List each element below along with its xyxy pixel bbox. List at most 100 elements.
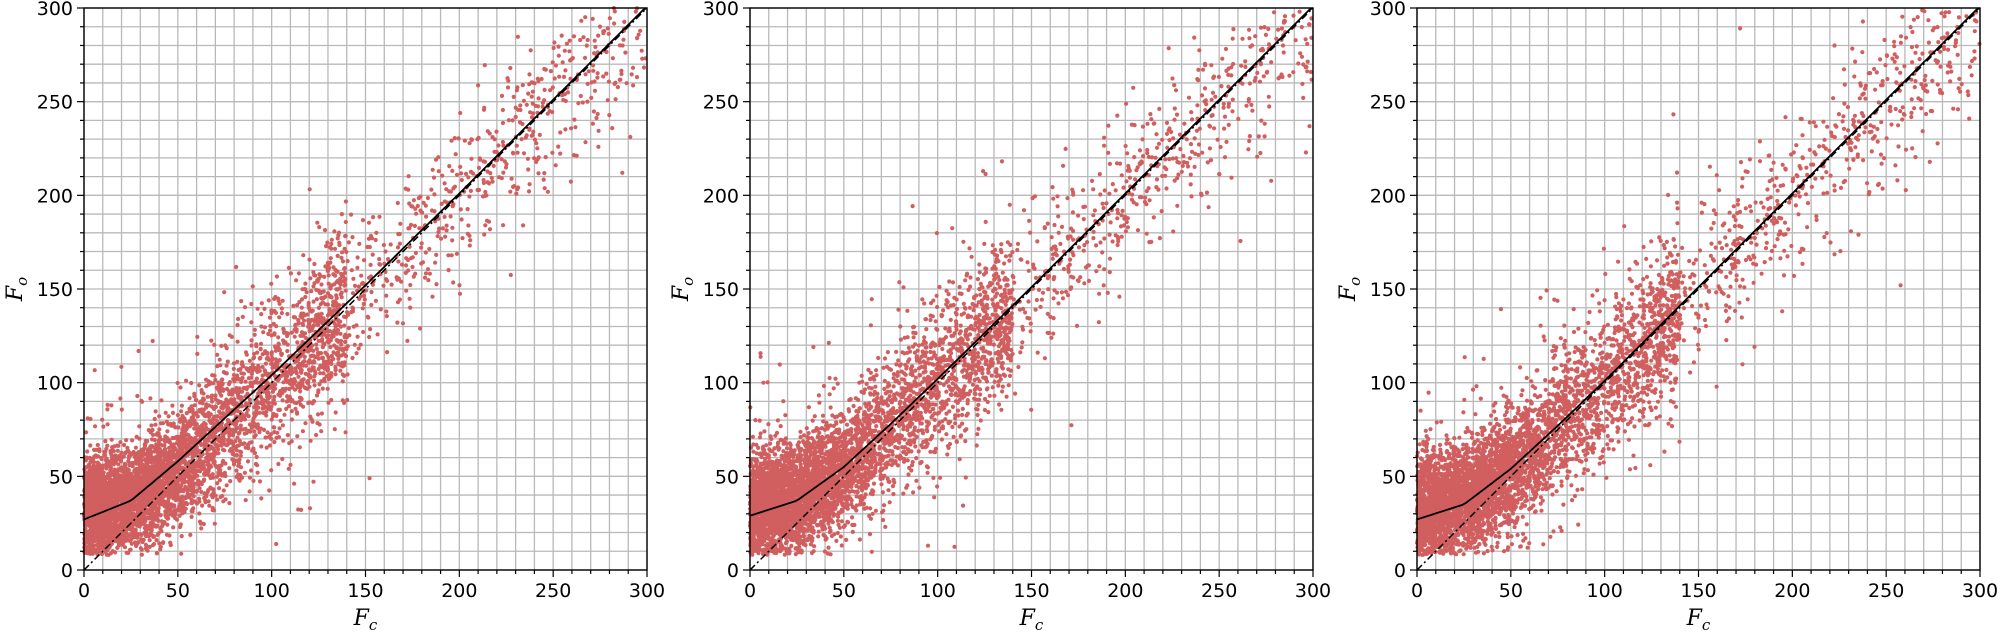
data-point	[361, 329, 366, 335]
data-point	[511, 94, 516, 99]
data-point	[457, 283, 462, 288]
data-point	[567, 38, 572, 43]
data-point	[333, 410, 338, 415]
data-point	[175, 413, 180, 418]
data-point	[204, 402, 209, 407]
data-point	[332, 282, 337, 287]
data-point	[162, 504, 167, 509]
data-point	[619, 68, 624, 73]
data-point	[527, 127, 532, 132]
data-point	[432, 192, 437, 197]
data-point	[343, 332, 348, 337]
data-point	[312, 273, 317, 278]
data-point	[277, 315, 282, 320]
data-point	[368, 327, 373, 332]
data-point	[135, 535, 140, 540]
data-point	[569, 57, 574, 62]
data-point	[527, 72, 532, 77]
data-point	[381, 242, 386, 248]
data-point	[166, 422, 171, 427]
data-point	[236, 316, 241, 322]
data-point	[429, 187, 434, 192]
data-point	[249, 301, 254, 307]
data-point	[215, 352, 220, 357]
data-point	[217, 439, 222, 444]
data-point	[427, 271, 432, 276]
data-point	[247, 489, 252, 494]
data-point	[434, 252, 439, 257]
data-point	[303, 287, 308, 292]
data-point	[319, 282, 324, 287]
data-point	[446, 268, 451, 273]
data-point	[408, 222, 414, 227]
data-point	[452, 184, 457, 189]
data-point	[310, 365, 315, 370]
data-point	[190, 507, 195, 512]
data-point	[150, 517, 155, 522]
data-point	[276, 296, 281, 301]
data-point	[601, 31, 606, 36]
data-point	[163, 410, 168, 415]
data-point	[327, 375, 332, 381]
data-point	[350, 309, 355, 314]
data-point	[553, 63, 559, 68]
data-point	[258, 355, 263, 360]
data-point	[289, 417, 295, 422]
data-point	[244, 386, 249, 392]
data-point	[462, 138, 467, 143]
data-point	[137, 481, 142, 486]
data-point	[450, 238, 455, 243]
data-point	[443, 234, 448, 239]
data-point	[352, 283, 358, 288]
data-point	[159, 502, 164, 507]
data-point	[406, 174, 411, 179]
data-point	[210, 472, 215, 477]
data-point	[342, 283, 347, 288]
data-point	[158, 547, 163, 552]
data-point	[135, 393, 140, 399]
data-point	[239, 299, 244, 304]
data-point	[299, 368, 304, 373]
data-point	[437, 226, 442, 231]
data-point	[203, 414, 208, 419]
data-point	[96, 489, 101, 495]
data-point	[259, 312, 264, 317]
data-point	[514, 143, 519, 148]
data-point	[100, 524, 105, 530]
data-point	[111, 514, 116, 520]
data-point	[571, 153, 577, 158]
data-point	[237, 430, 242, 435]
data-point	[217, 357, 222, 362]
data-point	[257, 410, 263, 415]
data-point	[151, 467, 156, 472]
data-point	[615, 85, 621, 90]
data-point	[583, 140, 588, 145]
data-point	[322, 274, 327, 279]
data-point	[150, 338, 155, 344]
data-point	[532, 156, 537, 161]
data-point	[279, 311, 284, 316]
data-point	[178, 522, 183, 527]
data-point	[167, 533, 172, 538]
data-point	[403, 263, 409, 268]
data-point	[282, 412, 287, 417]
data-point	[154, 551, 159, 556]
data-point	[436, 169, 441, 174]
data-point	[277, 348, 282, 353]
data-point	[286, 466, 291, 471]
data-point	[326, 400, 331, 405]
data-point	[274, 274, 279, 279]
data-point	[187, 396, 192, 401]
data-point	[215, 414, 220, 419]
data-point	[220, 447, 226, 452]
data-point	[628, 134, 633, 140]
data-point	[187, 409, 192, 414]
data-point	[272, 394, 277, 399]
data-point	[239, 371, 244, 376]
data-point	[579, 18, 584, 23]
data-point	[99, 455, 104, 461]
data-point	[596, 33, 601, 38]
data-point	[325, 291, 331, 296]
data-point	[514, 88, 520, 93]
data-point	[425, 195, 430, 201]
